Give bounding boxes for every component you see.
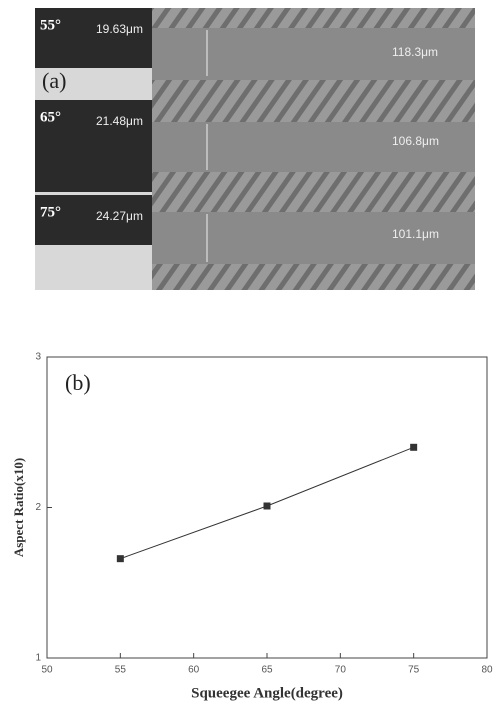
y-axis-label: Aspect Ratio(x10)	[11, 458, 26, 557]
y-tick-label: 2	[35, 502, 41, 513]
chart: 50 55 60 65 70 75 80 1 2 3 Squeegee Angle(degree) A…	[11, 352, 493, 702]
x-tick-label: 80	[481, 665, 493, 676]
angle-label: 75°	[40, 204, 61, 220]
height-label: 19.63μm	[96, 22, 143, 36]
x-tick-label: 60	[188, 665, 200, 676]
angle-label: 65°	[40, 109, 61, 125]
data-point	[264, 502, 271, 509]
x-axis-label: Squeegee Angle(degree)	[191, 685, 343, 701]
panel-label: (b)	[65, 370, 91, 395]
x-tick-label: 70	[335, 665, 347, 676]
figure: 55° 19.63μm 118.3μm 65° 21.48μm 106.8μm 75° 24.…	[0, 0, 493, 710]
height-label: 24.27μm	[96, 209, 143, 223]
x-tick-label: 75	[408, 665, 420, 676]
panel-label: (a)	[42, 68, 66, 93]
height-label: 21.48μm	[96, 114, 143, 128]
micrograph-panel: 55° 19.63μm 118.3μm 65° 21.48μm 106.8μm 75° 24.…	[35, 8, 475, 290]
data-point	[410, 444, 417, 451]
x-tick-label: 65	[261, 665, 273, 676]
data-point	[117, 555, 124, 562]
x-tick-label: 50	[41, 665, 53, 676]
width-label: 101.1μm	[392, 227, 439, 241]
width-label: 118.3μm	[392, 45, 438, 59]
angle-label: 55°	[40, 17, 61, 33]
y-tick-label: 3	[35, 352, 41, 363]
width-label: 106.8μm	[392, 134, 439, 148]
y-tick-label: 1	[35, 653, 41, 664]
x-tick-label: 55	[115, 665, 127, 676]
